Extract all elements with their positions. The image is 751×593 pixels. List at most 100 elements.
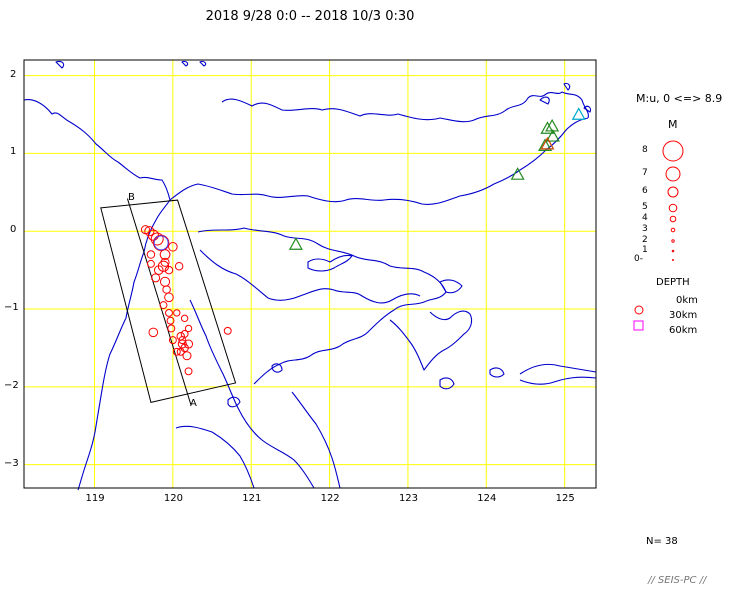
event-marker [151, 273, 161, 283]
x-tick-label: 120 [163, 493, 183, 504]
event-marker [160, 257, 170, 267]
event-marker [152, 234, 170, 252]
magnitude-label: 8 [642, 145, 648, 155]
island-sula [519, 363, 597, 385]
event-marker [146, 250, 156, 259]
coast-southeast-arm [189, 299, 315, 489]
event-marker [178, 336, 187, 345]
magnitude-label: 7 [642, 168, 648, 178]
event-marker [140, 225, 150, 235]
event-marker [180, 314, 189, 323]
island-banggai [489, 367, 505, 378]
depth-label-60km: 60km [669, 325, 698, 336]
y-tick-label: 0 [10, 224, 17, 236]
event-marker [159, 301, 168, 310]
depth-legend-symbols [633, 305, 644, 331]
event-marker [167, 324, 176, 333]
magnitude-legend-symbols [662, 140, 684, 261]
magnitude-label: 1 [642, 245, 648, 255]
island-togian [307, 254, 353, 272]
magnitude-label: 0- [634, 254, 643, 264]
y-tick-label: 1 [10, 146, 17, 158]
island-kabaena [271, 363, 283, 373]
grid-lines [24, 60, 596, 488]
station-triangle [540, 121, 555, 134]
island-muna [439, 377, 455, 390]
island-north-tip [539, 82, 592, 113]
event-marker [153, 265, 164, 275]
depth-label-30km: 30km [669, 310, 698, 321]
coast-northern-arm-north [221, 91, 589, 123]
x-tick-label: 119 [85, 493, 105, 504]
event-marker [146, 259, 155, 268]
coast-se-peninsula [389, 310, 473, 371]
coast-south-peninsula [291, 391, 341, 489]
y-tick-label: −3 [4, 457, 19, 469]
event-marker [173, 309, 181, 317]
station-triangle [545, 118, 560, 132]
x-tick-label: 125 [555, 493, 575, 504]
legend-title: M:u, 0 <=> 8.9 [636, 92, 723, 105]
event-marker [144, 226, 155, 237]
x-tick-label: 122 [320, 493, 340, 504]
magnitude-symbol [668, 203, 678, 213]
event-marker [168, 336, 177, 345]
coastline [23, 60, 597, 491]
event-marker [223, 326, 232, 335]
event-marker [164, 308, 173, 317]
depth-title: DEPTH [656, 277, 690, 288]
event-marker [168, 241, 178, 252]
event-marker [184, 367, 193, 376]
event-marker [184, 324, 193, 333]
earthquake-events [140, 225, 232, 376]
y-tick-label: 2 [10, 68, 17, 80]
y-tick-label: −1 [4, 302, 19, 314]
event-marker [162, 285, 171, 294]
magnitude-label: 2 [642, 235, 648, 245]
station-triangle [538, 138, 553, 151]
section-label-a: A [190, 398, 197, 409]
coast-bone-gulf [175, 425, 255, 489]
station-triangle [540, 136, 555, 150]
coast-tomini-south [197, 227, 447, 385]
event-marker [159, 276, 171, 287]
event-marker-mainshock [153, 235, 169, 251]
event-marker [174, 261, 184, 271]
y-tick-label: −2 [4, 379, 19, 391]
station-triangle [545, 129, 560, 142]
island-talaud [55, 60, 207, 69]
magnitude-symbol [667, 186, 679, 198]
station-markers [288, 107, 586, 250]
magnitude-symbol [665, 166, 681, 182]
section-axis-line [126, 198, 192, 405]
x-tick-label: 123 [398, 493, 419, 504]
x-tick-label: 124 [477, 493, 497, 504]
event-marker [172, 347, 181, 356]
map-title: 2018 9/28 0:0 -- 2018 10/3 0:30 [205, 9, 415, 24]
magnitude-symbol [662, 140, 684, 162]
event-marker [164, 292, 174, 303]
magnitude-symbol [669, 215, 677, 223]
magnitude-label: 3 [642, 224, 648, 234]
event-marker [150, 232, 164, 246]
magnitude-symbol [670, 227, 676, 233]
event-marker [176, 347, 185, 356]
map-frame [23, 59, 597, 489]
coast-tomini-mid [199, 249, 421, 304]
legend-m-label: M [668, 118, 678, 131]
cross-section-box [100, 198, 237, 405]
magnitude-label: 6 [642, 186, 648, 196]
station-triangle [510, 167, 525, 180]
station-triangle [571, 107, 586, 120]
magnitude-symbol [671, 239, 675, 243]
depth-label-0km: 0km [676, 295, 698, 306]
magnitude-label: 4 [642, 213, 648, 223]
island-buton [227, 396, 241, 408]
section-rectangle [100, 199, 237, 403]
magnitude-label: 5 [642, 202, 648, 212]
island-peleng [439, 279, 463, 294]
coast-sulawesi-west [23, 99, 171, 491]
event-count: N= 38 [646, 536, 678, 547]
event-marker [164, 265, 174, 275]
